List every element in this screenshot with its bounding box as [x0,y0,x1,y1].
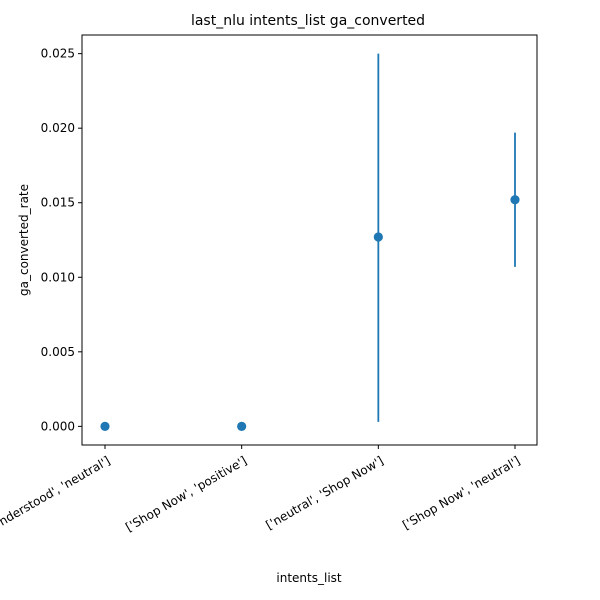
x-tick-label: ['Not Understood', 'neutral'] [0,453,113,549]
y-tick-label: 0.020 [41,121,75,135]
y-tick-label: 0.015 [41,196,75,210]
y-tick-label: 0.000 [41,419,75,433]
x-axis-label: intents_list [276,571,342,585]
y-tick-label: 0.025 [41,47,75,61]
x-tick-label: ['Shop Now', 'neutral'] [400,453,522,532]
x-axis: ['Not Understood', 'neutral']['Shop Now'… [0,445,523,549]
x-tick-label: ['Shop Now', 'positive'] [123,453,249,534]
y-tick-label: 0.005 [41,345,75,359]
data-point [373,232,383,242]
data-point [237,421,247,431]
plot-frame [81,34,538,446]
y-axis: 0.000 0.005 0.010 0.015 0.020 0.025 [41,47,82,433]
chart-title: last_nlu intents_list ga_converted [191,13,425,29]
data-point [100,421,110,431]
y-axis-label: ga_converted_rate [17,184,31,296]
x-tick-label: ['neutral', 'Shop Now'] [263,453,385,532]
data-point [510,195,520,205]
y-tick-label: 0.010 [41,270,75,284]
plot-area [100,53,520,431]
